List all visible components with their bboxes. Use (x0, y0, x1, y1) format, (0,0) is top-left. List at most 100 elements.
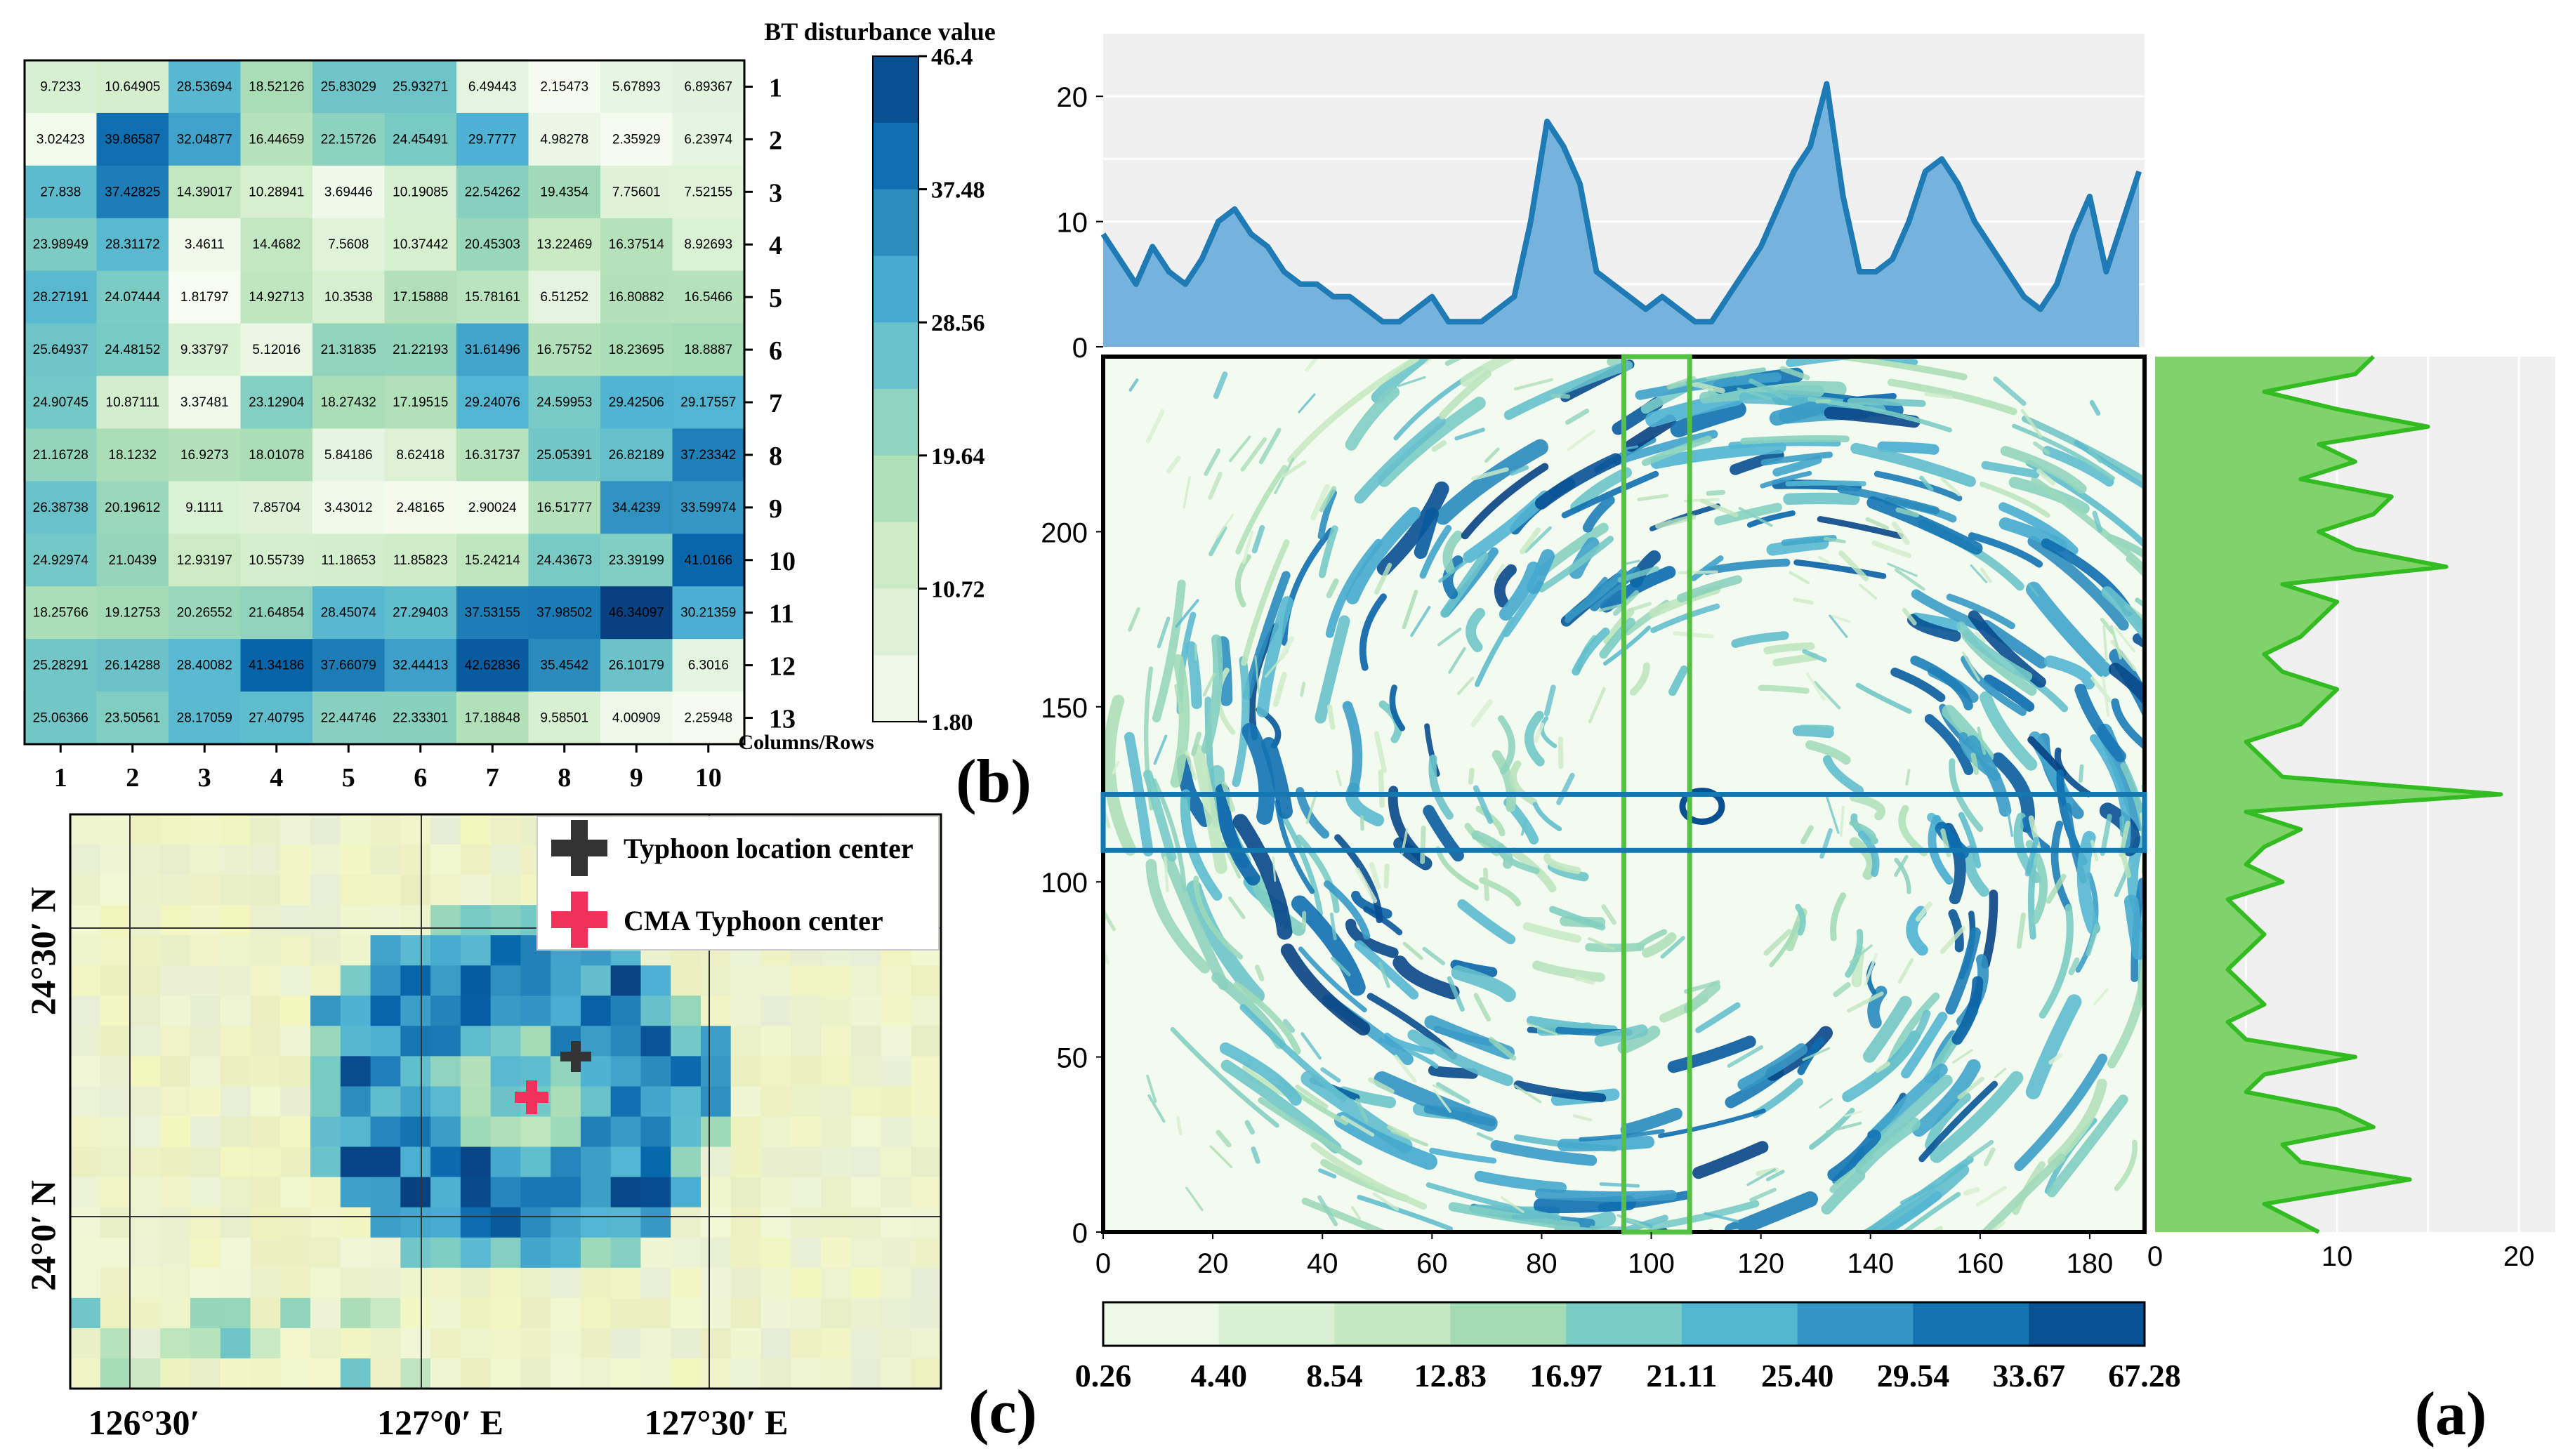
cloud-band-stroke (1849, 793, 1885, 821)
map-cell (430, 1267, 461, 1299)
cloud-band-stroke (1827, 1130, 1881, 1182)
map-cell (340, 875, 371, 906)
cloud-band-stroke (1792, 725, 1834, 739)
heatmap-cell-value: 29.17557 (680, 395, 736, 410)
map-cell (100, 905, 131, 936)
cloud-streak (1191, 732, 1202, 757)
map-cell (370, 1328, 401, 1359)
map-cell (580, 1086, 612, 1118)
cloud-streak (1300, 682, 1306, 697)
heatmap-cell (528, 270, 601, 324)
map-cell (430, 995, 461, 1026)
cloud-streak (1975, 632, 1986, 643)
map-cell (70, 875, 101, 906)
cloud-band-stroke (1585, 942, 1645, 953)
heatmap-cell-value: 31.61496 (465, 343, 520, 357)
colorbar-step (873, 389, 918, 456)
map-cell (130, 875, 161, 906)
cloud-band-stroke (1600, 566, 1676, 613)
cloud-streak (1254, 965, 1265, 981)
cloud-band-stroke (1258, 1097, 1363, 1165)
cloud-streak (1637, 494, 1669, 501)
heatmap-cell-value: 21.64854 (249, 606, 305, 621)
colorbar-frame (872, 55, 919, 722)
map-cell (610, 995, 641, 1026)
heatmap-cell (25, 60, 97, 114)
map-cell (130, 1086, 161, 1118)
cloud-streak (2092, 510, 2102, 534)
cloud-streak (1924, 392, 1954, 399)
map-cell (190, 1146, 221, 1178)
cloud-band-stroke (1419, 524, 1452, 579)
heatmap-cell-value: 32.04877 (177, 132, 232, 147)
cloud-band-stroke (2025, 459, 2145, 547)
map-cell (640, 1267, 671, 1299)
panel-c-label: (c) (968, 1378, 1037, 1446)
cloud-streak (2086, 923, 2100, 957)
map-cell (610, 1086, 641, 1118)
map-cell (130, 1267, 161, 1299)
cloud-band-stroke (1910, 655, 1973, 710)
cloud-band-stroke (1251, 874, 1306, 937)
heatmap-cell-value: 16.44659 (249, 132, 304, 147)
cloud-streak (1326, 703, 1336, 730)
cloud-streak (1513, 1084, 1542, 1104)
map-cell (580, 1177, 612, 1208)
map-cell (280, 845, 311, 875)
map-cell (551, 1297, 581, 1329)
cloud-band-stroke (1440, 551, 1489, 618)
map-cell (220, 935, 251, 966)
map-cell (551, 1177, 581, 1208)
cloud-streak (1367, 1077, 1395, 1094)
heatmap-cell (96, 534, 169, 587)
map-cell (400, 1297, 431, 1329)
cloud-band-stroke (1650, 603, 1720, 633)
map-cell (100, 1328, 131, 1359)
cloud-band-stroke (1323, 880, 1371, 940)
map-cell (370, 845, 401, 875)
heatmap-cell (25, 586, 97, 640)
cloud-streak (1164, 856, 1169, 892)
map-cell (190, 935, 221, 966)
map-cell (250, 1358, 281, 1389)
map-cell (791, 1237, 822, 1269)
heatmap-cell (312, 534, 385, 587)
cloud-band-stroke (1315, 615, 1350, 724)
map-cell (700, 1267, 732, 1299)
cloud-band-stroke (1769, 399, 1829, 426)
heatmap-cell (240, 639, 313, 692)
map-cell (400, 1116, 431, 1148)
map-cell (430, 1116, 461, 1148)
map-cell (100, 1026, 131, 1057)
colorbar-tick-label: 33.67 (1992, 1358, 2065, 1394)
cloud-band-stroke (1357, 1195, 1454, 1231)
map-cell (370, 935, 401, 966)
cloud-streak (1520, 818, 1527, 836)
heatmap-cell (456, 218, 529, 272)
heatmap-cell (528, 586, 601, 640)
heatmap-cell-value: 16.9273 (180, 448, 229, 463)
cloud-streak (1300, 1032, 1322, 1060)
map-cell (791, 1358, 822, 1389)
map-cell (700, 965, 732, 996)
heatmap-cell-value: 26.38738 (33, 501, 88, 515)
cloud-band-stroke (1570, 467, 1632, 513)
map-cell (460, 1177, 492, 1208)
horizontal-selection-band[interactable] (1100, 792, 2147, 853)
heatmap-cell-value: 20.45303 (465, 237, 520, 252)
cloud-streak (1147, 1094, 1166, 1123)
map-cell (310, 845, 341, 875)
map-cell (671, 965, 702, 996)
map-cell (730, 965, 761, 996)
heatmap-cell-value: 10.19085 (393, 185, 448, 199)
map-cell (490, 1116, 521, 1148)
heatmap-cell (169, 218, 241, 272)
cloud-streak (1209, 1145, 1233, 1169)
heatmap-cell (600, 639, 673, 692)
map-cell (340, 1086, 371, 1118)
heatmap-cell-value: 8.62418 (396, 448, 444, 463)
map-cell (370, 814, 401, 845)
map-cell (340, 1358, 371, 1389)
cloud-band-stroke (1629, 550, 1661, 588)
cloud-band-stroke (2048, 1078, 2107, 1167)
